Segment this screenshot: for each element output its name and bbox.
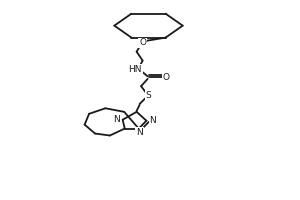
Text: S: S (146, 91, 152, 100)
Text: HN: HN (128, 65, 142, 74)
Text: N: N (136, 128, 143, 137)
Text: O: O (139, 38, 146, 47)
Text: N: N (113, 115, 119, 124)
Text: N: N (150, 116, 156, 125)
Text: O: O (162, 73, 169, 82)
